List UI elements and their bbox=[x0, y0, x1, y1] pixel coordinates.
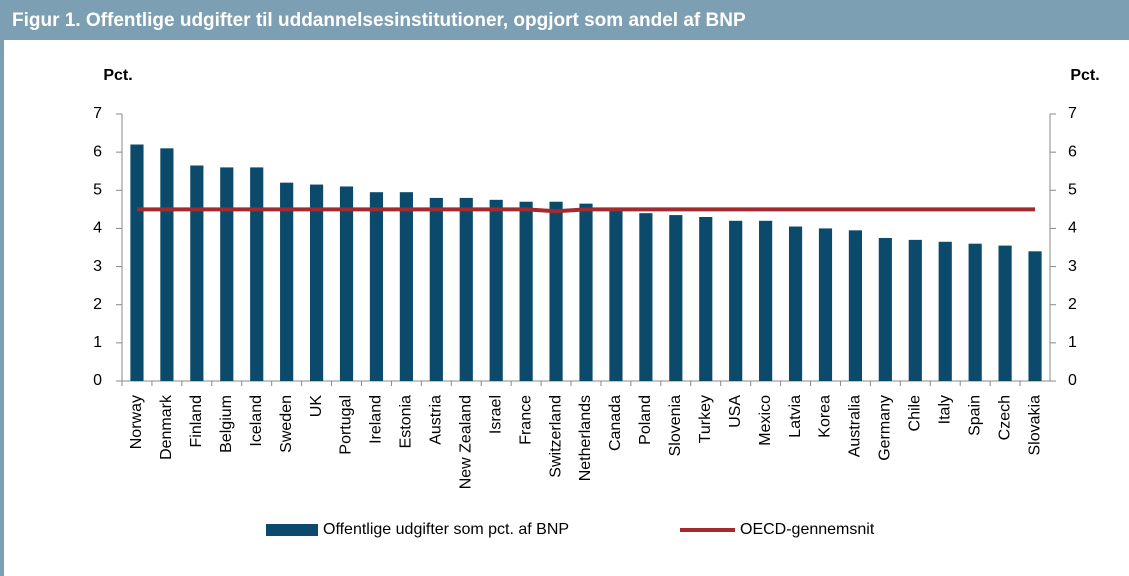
x-tick-label: UK bbox=[308, 395, 325, 418]
x-tick-label: Poland bbox=[637, 395, 654, 445]
y2-tick-label: 0 bbox=[1068, 372, 1077, 389]
x-tick-label: Sweden bbox=[278, 395, 295, 453]
bar bbox=[818, 228, 833, 381]
x-tick-label: Belgium bbox=[218, 395, 235, 453]
bar bbox=[908, 239, 922, 381]
x-tick-label: Estonia bbox=[398, 395, 415, 448]
legend-label: Offentlige udgifter som pct. af BNP bbox=[323, 521, 569, 538]
y-axis-label: Pct. bbox=[103, 67, 132, 84]
bar bbox=[459, 197, 473, 381]
y2-tick-label: 5 bbox=[1068, 182, 1077, 199]
chart-title: Figur 1. Offentlige udgifter til uddanne… bbox=[12, 10, 746, 31]
x-tick-label: Spain bbox=[966, 395, 983, 436]
bar bbox=[369, 192, 384, 381]
x-tick-label: Mexico bbox=[757, 395, 774, 446]
bar bbox=[549, 201, 563, 381]
y2-tick-label: 2 bbox=[1068, 296, 1077, 313]
legend-label: OECD-gennemsnit bbox=[740, 521, 875, 538]
bar bbox=[998, 245, 1012, 381]
y2-tick-label: 7 bbox=[1068, 105, 1077, 122]
y-tick-label: 2 bbox=[93, 296, 102, 313]
y-tick-label: 7 bbox=[93, 105, 102, 122]
bar bbox=[938, 241, 952, 381]
x-tick-label: Portugal bbox=[338, 395, 355, 455]
bar bbox=[190, 165, 204, 381]
bar bbox=[280, 182, 294, 381]
bar bbox=[399, 192, 413, 381]
x-tick-label: Israel bbox=[487, 395, 504, 434]
bar bbox=[968, 243, 982, 381]
bar bbox=[759, 220, 773, 381]
x-tick-label: Korea bbox=[817, 395, 834, 438]
y2-tick-label: 4 bbox=[1068, 220, 1077, 237]
bar bbox=[339, 186, 354, 381]
bar bbox=[250, 167, 264, 381]
y2-tick-label: 3 bbox=[1068, 258, 1077, 275]
bar bbox=[609, 209, 623, 381]
bar bbox=[639, 213, 653, 381]
bar bbox=[160, 148, 174, 381]
y-tick-label: 1 bbox=[93, 334, 102, 351]
x-tick-label: Switzerland bbox=[547, 395, 564, 478]
x-tick-label: New Zealand bbox=[457, 395, 474, 489]
x-tick-label: France bbox=[517, 395, 534, 445]
bar bbox=[519, 201, 533, 381]
left-border bbox=[0, 40, 4, 576]
x-tick-label: Canada bbox=[607, 395, 624, 451]
bar bbox=[579, 203, 593, 381]
bar bbox=[130, 144, 144, 381]
bar bbox=[729, 220, 743, 381]
x-tick-label: Ireland bbox=[368, 395, 385, 444]
legend-swatch bbox=[266, 524, 318, 536]
x-tick-label: Latvia bbox=[787, 395, 804, 438]
y-tick-label: 3 bbox=[93, 258, 102, 275]
x-tick-label: Netherlands bbox=[577, 395, 594, 481]
x-tick-label: Turkey bbox=[697, 395, 714, 443]
header-bar bbox=[0, 0, 1129, 40]
x-tick-label: Germany bbox=[877, 395, 894, 461]
x-tick-label: Austria bbox=[428, 395, 445, 445]
y2-axis-label: Pct. bbox=[1070, 67, 1099, 84]
x-tick-label: Norway bbox=[128, 395, 145, 449]
y-tick-label: 0 bbox=[93, 372, 102, 389]
x-tick-label: Finland bbox=[188, 395, 205, 447]
y-tick-label: 6 bbox=[93, 143, 102, 160]
bar bbox=[878, 237, 892, 381]
x-tick-label: Slovakia bbox=[1026, 395, 1043, 456]
y-tick-label: 5 bbox=[93, 182, 102, 199]
bar bbox=[669, 215, 683, 381]
x-tick-label: Australia bbox=[847, 395, 864, 457]
bar bbox=[220, 167, 234, 381]
x-tick-label: USA bbox=[727, 395, 744, 428]
bar bbox=[788, 226, 803, 381]
y-tick-label: 4 bbox=[93, 220, 102, 237]
x-tick-label: Czech bbox=[996, 395, 1013, 440]
bar bbox=[1028, 251, 1042, 381]
y2-tick-label: 1 bbox=[1068, 334, 1077, 351]
y2-tick-label: 6 bbox=[1068, 143, 1077, 160]
bar bbox=[489, 199, 503, 381]
line bbox=[136, 207, 1036, 214]
bar bbox=[429, 197, 443, 381]
x-tick-label: Denmark bbox=[158, 394, 175, 460]
bar bbox=[848, 230, 863, 381]
x-tick-label: Slovenia bbox=[667, 395, 684, 456]
bar bbox=[309, 184, 324, 381]
x-tick-label: Chile bbox=[907, 395, 924, 432]
bar bbox=[699, 216, 713, 381]
x-tick-label: Italy bbox=[936, 395, 953, 424]
x-tick-label: Iceland bbox=[248, 395, 265, 447]
